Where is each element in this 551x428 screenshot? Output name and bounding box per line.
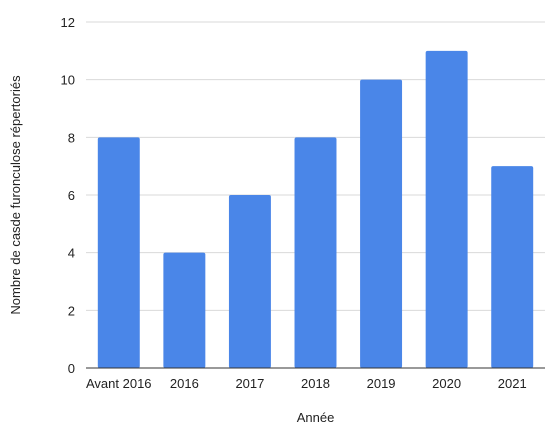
bar	[425, 50, 468, 368]
bar	[294, 137, 337, 368]
y-axis-label: Nombre de casde furonculose répertoriés	[8, 75, 23, 315]
bar	[491, 166, 534, 368]
x-tick-label: 2019	[367, 376, 396, 391]
y-tick-label: 10	[61, 73, 75, 88]
x-tick-label: 2017	[235, 376, 264, 391]
x-tick-label: Avant 2016	[86, 376, 152, 391]
x-tick-label: 2021	[498, 376, 527, 391]
bar	[163, 252, 206, 368]
x-tick-label: 2018	[301, 376, 330, 391]
y-tick-label: 8	[68, 130, 75, 145]
x-tick-label: 2016	[170, 376, 199, 391]
x-axis-ticks: Avant 2016 2016 2017 2018 2019 2020 2021	[86, 376, 527, 391]
y-tick-label: 6	[68, 188, 75, 203]
bar	[97, 137, 140, 368]
x-tick-label: 2020	[432, 376, 461, 391]
x-axis-label: Année	[297, 410, 335, 425]
bar	[360, 79, 403, 369]
y-tick-label: 2	[68, 303, 75, 318]
y-axis-ticks: 0 2 4 6 8 10 12	[61, 15, 75, 376]
y-tick-label: 0	[68, 361, 75, 376]
bar	[228, 195, 271, 368]
y-tick-label: 12	[61, 15, 75, 30]
bars	[97, 50, 534, 369]
y-tick-label: 4	[68, 246, 75, 261]
